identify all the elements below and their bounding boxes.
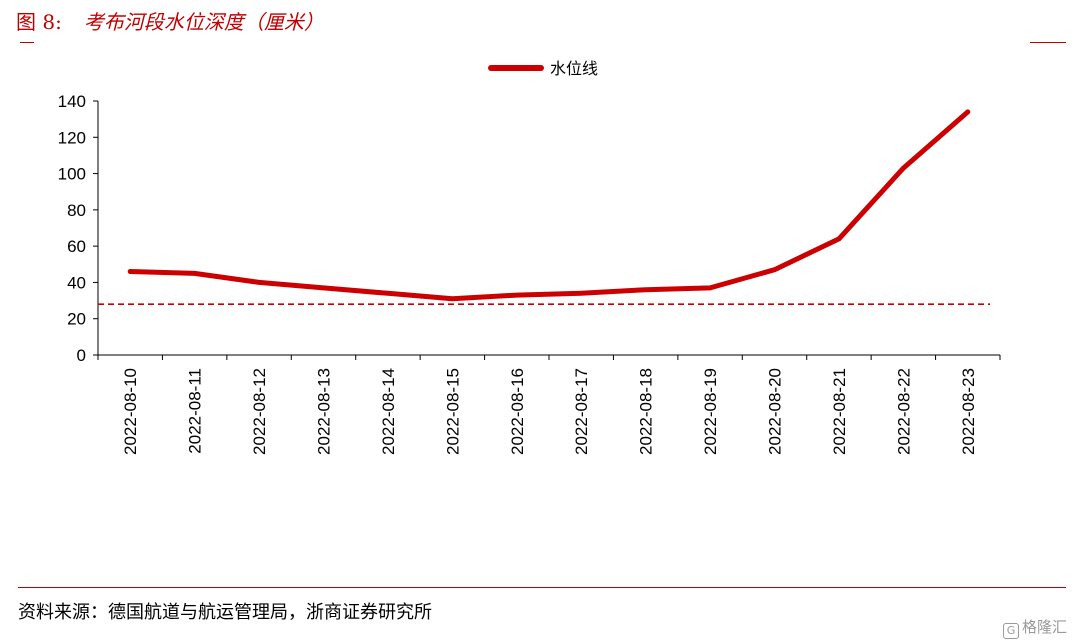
x-tick-label: 2022-08-19: [701, 368, 720, 455]
header-rule-right: [1030, 42, 1066, 43]
source-note: 资料来源：德国航道与航运管理局，浙商证券研究所: [18, 602, 432, 623]
x-tick-label: 2022-08-16: [508, 368, 527, 455]
x-tick-label: 2022-08-10: [121, 368, 140, 455]
x-tick-label: 2022-08-13: [315, 368, 334, 455]
figure-title: 图 8: 考布河段水位深度（厘米）: [16, 6, 324, 35]
x-tick-label: 2022-08-21: [830, 368, 849, 455]
y-tick-label: 40: [67, 273, 86, 292]
x-tick-label: 2022-08-20: [766, 368, 785, 455]
y-tick-label: 20: [67, 310, 86, 329]
header-rule-left: [20, 42, 34, 43]
watermark-text: 格隆汇: [1022, 618, 1068, 636]
watermark: G 格隆汇: [1003, 616, 1067, 639]
x-tick-label: 2022-08-11: [186, 368, 205, 454]
x-tick-label: 2022-08-18: [637, 368, 656, 455]
chart-axes: 0 20 40 60 80 100 120 140 2022-08-10 2022-08-11 20…: [58, 92, 1001, 455]
x-tick-label: 2022-08-14: [379, 368, 398, 455]
figure-number: 图 8:: [16, 10, 62, 34]
y-tick-label: 80: [67, 201, 86, 220]
x-tick-label: 2022-08-12: [250, 368, 269, 455]
x-tick-label: 2022-08-15: [443, 368, 462, 455]
chart-legend: 水位线: [488, 59, 598, 78]
figure-header: 图 8: 考布河段水位深度（厘米）: [0, 0, 1080, 60]
y-tick-label: 140: [58, 92, 86, 111]
watermark-logo-icon: G: [1003, 623, 1019, 639]
x-tick-label: 2022-08-22: [894, 368, 913, 455]
x-tick-label: 2022-08-17: [572, 368, 591, 455]
chart-marks: [98, 109, 990, 306]
series-line-water-level: [127, 109, 971, 302]
figure-title-text: 考布河段水位深度（厘米）: [83, 10, 324, 34]
x-tick-label: 2022-08-23: [959, 368, 978, 455]
y-tick-label: 100: [58, 165, 86, 184]
line-chart: 水位线 0 20 40 60 80 100 120 140 2022-08-10 2022-08-…: [58, 59, 1001, 455]
footer-rule: [18, 587, 1066, 588]
y-tick-label: 120: [58, 128, 86, 147]
y-tick-label: 0: [77, 346, 86, 365]
legend-label-water-level: 水位线: [550, 59, 598, 78]
y-tick-label: 60: [67, 237, 86, 256]
